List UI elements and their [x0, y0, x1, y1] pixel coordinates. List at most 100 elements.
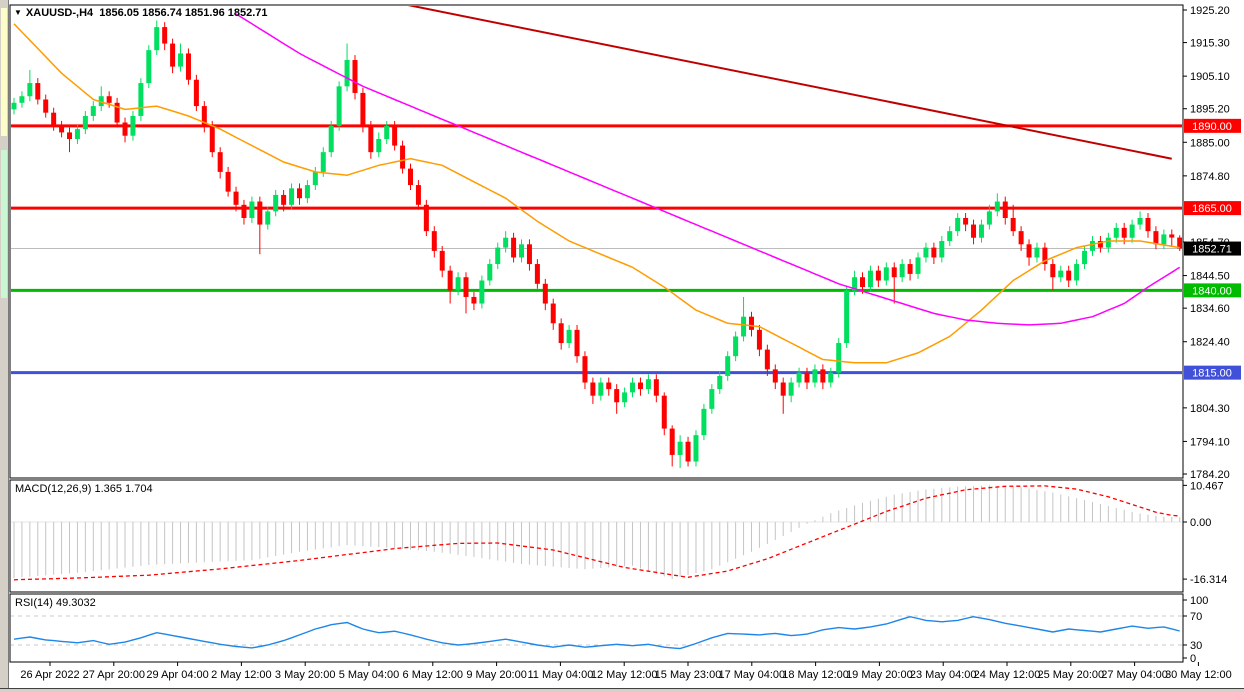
candle-bear	[185, 53, 191, 80]
candle-bear	[1145, 217, 1151, 232]
candle-bull	[566, 329, 572, 344]
svg-text:1840.00: 1840.00	[1192, 285, 1232, 297]
chart-dropdown-icon[interactable]: ▼	[14, 8, 22, 17]
candle-bear	[891, 267, 897, 278]
candle-bull	[622, 392, 628, 403]
candle-bear	[368, 125, 374, 153]
candle-bear	[415, 185, 421, 205]
axis-tick-label: 100	[1190, 595, 1208, 607]
rsi-plot-area[interactable]	[9, 593, 1184, 663]
candle-bear	[1066, 270, 1072, 281]
candle-bull	[1089, 241, 1095, 251]
axis-tick-label: 1885.00	[1190, 137, 1230, 149]
candle-bear	[780, 382, 786, 396]
candle-bear	[392, 125, 398, 146]
axis-tick-label: 1794.10	[1190, 436, 1230, 448]
candle-bear	[59, 125, 65, 133]
candle-bull	[320, 152, 326, 172]
candle-bear	[439, 250, 445, 271]
axis-tick-label: 70	[1190, 611, 1202, 623]
main-plot-area[interactable]	[9, 4, 1184, 479]
candle-bull	[693, 435, 699, 462]
candle-bear	[1097, 241, 1103, 248]
candle-bull	[178, 53, 184, 67]
main-panel-layers	[11, 0, 1182, 469]
ma-slow-line	[235, 13, 1181, 326]
candle-bear	[860, 277, 866, 288]
candle-bear	[1010, 217, 1016, 232]
descending-trendline[interactable]	[379, 0, 1172, 160]
axis-tick-label: 1925.20	[1190, 5, 1230, 17]
candle-bull	[923, 247, 929, 258]
candle-bear	[281, 194, 287, 205]
candle-bull	[312, 171, 318, 186]
candle-bear	[209, 125, 215, 153]
ma-fast-line	[13, 23, 1180, 364]
candle-bull	[19, 96, 25, 103]
candle-bull	[812, 369, 818, 383]
candle-bull	[455, 277, 461, 291]
candle-bear	[447, 270, 453, 291]
time-tick-label: 2 May 12:00	[211, 669, 272, 681]
candle-bull	[138, 83, 144, 116]
candle-bull	[1034, 247, 1040, 258]
price-badge-1815.00: 1815.00	[1184, 365, 1241, 380]
candle-bear	[764, 349, 770, 370]
candle-bull	[98, 96, 104, 107]
price-badge-1865.00: 1865.00	[1184, 201, 1241, 216]
axis-tick-label: 1824.40	[1190, 337, 1230, 349]
candle-bull	[519, 244, 525, 258]
time-tick-label: 29 Apr 04:00	[146, 669, 208, 681]
candle-bear	[804, 372, 810, 383]
candle-bear	[606, 382, 612, 390]
axis-tick-label: 1834.60	[1190, 303, 1230, 315]
time-tick-label: 30 May 12:00	[1165, 669, 1232, 681]
candle-bull	[1074, 264, 1080, 281]
candle-bear	[1026, 244, 1032, 258]
time-tick-label: 17 May 04:00	[718, 669, 785, 681]
candle-bear	[875, 270, 881, 281]
candle-bull	[796, 372, 802, 383]
candle-bull	[1113, 227, 1119, 238]
y-axis: 1925.20 1915.30 1905.10 1895.20 1885.00 1874.…	[1183, 5, 1241, 665]
left-panel-block-bottom	[1, 150, 7, 298]
macd-histogram	[13, 485, 1181, 580]
rsi-line	[13, 615, 1180, 650]
candle-bear	[511, 237, 517, 258]
chart-title: ▼ XAUUSD-,H4 1856.05 1856.74 1851.96 1852…	[14, 7, 268, 19]
time-tick-label: 19 May 20:00	[846, 669, 913, 681]
candle-bull	[249, 201, 255, 218]
time-tick-label: 3 May 20:00	[275, 669, 336, 681]
time-tick-label: 6 May 12:00	[403, 669, 464, 681]
candle-bear	[170, 43, 176, 67]
candle-bull	[733, 336, 739, 357]
candle-bull	[788, 382, 794, 396]
candle-bull	[915, 257, 921, 274]
axis-tick-label: 1874.80	[1190, 171, 1230, 183]
candle-bull	[725, 356, 731, 376]
candle-bull	[82, 115, 88, 130]
candle-bull	[741, 316, 747, 337]
candle-bull	[344, 60, 350, 87]
candle-bull	[645, 379, 651, 390]
time-axis: 26 Apr 2022 27 Apr 20:00 29 Apr 04:00 2 May…	[20, 662, 1232, 681]
candle-bear	[550, 303, 556, 324]
time-tick-label: 27 Apr 20:00	[83, 669, 145, 681]
candle-bear	[526, 244, 532, 265]
candle-bull	[376, 138, 382, 153]
panel-divider[interactable]	[8, 0, 9, 692]
candle-bear	[408, 168, 413, 186]
candle-bull	[1137, 217, 1143, 225]
candle-bull	[384, 125, 390, 139]
time-tick-label: 18 May 12:00	[782, 669, 849, 681]
candle-bear	[756, 329, 762, 350]
time-tick-label: 23 May 04:00	[910, 669, 977, 681]
candle-bear	[114, 102, 120, 123]
candle-bear	[463, 277, 469, 297]
axis-tick-label: 1844.50	[1190, 271, 1230, 283]
symbol-period-label: XAUUSD-,H4	[25, 7, 94, 19]
candle-bear	[1002, 201, 1008, 218]
macd-plot-area[interactable]	[9, 479, 1184, 593]
candle-bull	[304, 185, 310, 199]
time-tick-label: 25 May 20:00	[1037, 669, 1104, 681]
